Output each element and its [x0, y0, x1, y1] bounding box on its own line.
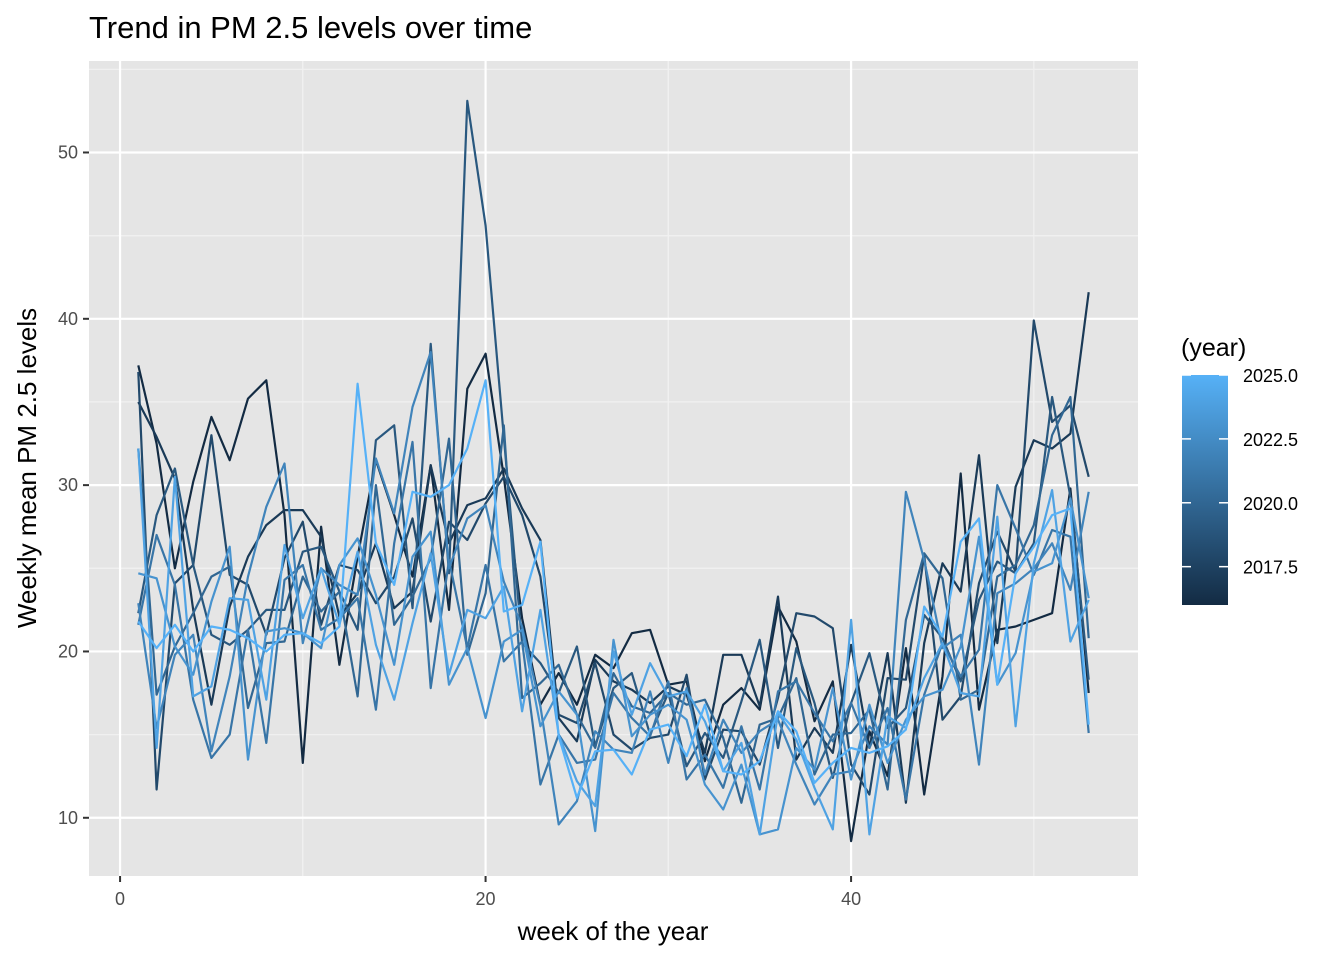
y-tick-label: 20 [58, 641, 78, 661]
legend-tick-label: 2017.5 [1243, 558, 1298, 578]
legend-tick-label: 2025.0 [1243, 366, 1298, 386]
series-lines [137, 99, 1090, 843]
legend-tick-label: 2022.5 [1243, 430, 1298, 450]
series-line-2024 [137, 448, 1090, 836]
series-line-2021 [137, 440, 1090, 801]
y-tick-label: 30 [58, 475, 78, 495]
series-line-2025 [137, 379, 1090, 799]
y-axis-title: Weekly mean PM 2.5 levels [12, 308, 42, 628]
colorbar [1182, 375, 1228, 605]
legend-tick-label: 2020.0 [1243, 494, 1298, 514]
x-tick-label: 0 [115, 889, 125, 909]
y-axis: 10 20 30 40 50 [58, 142, 89, 828]
minor-gridlines [89, 61, 1138, 876]
chart-title: Trend in PM 2.5 levels over time [89, 10, 532, 45]
colorbar-legend: (year) 2017.5 2020.0 2022.5 2025.0 [1181, 334, 1298, 605]
x-axis-title: week of the year [517, 916, 709, 946]
y-tick-label: 40 [58, 309, 78, 329]
y-tick-label: 10 [58, 808, 78, 828]
x-tick-label: 20 [476, 889, 496, 909]
series-line-2018 [137, 319, 1090, 796]
x-axis: 0 20 40 [115, 876, 861, 909]
x-tick-label: 40 [841, 889, 861, 909]
plot-panel [89, 61, 1138, 876]
y-tick-label: 50 [58, 142, 78, 162]
series-line-2023 [138, 497, 1090, 836]
legend-title: (year) [1181, 334, 1246, 362]
colorbar-ticks: 2017.5 2020.0 2022.5 2025.0 [1182, 366, 1298, 578]
series-line-2016 [137, 352, 1090, 843]
